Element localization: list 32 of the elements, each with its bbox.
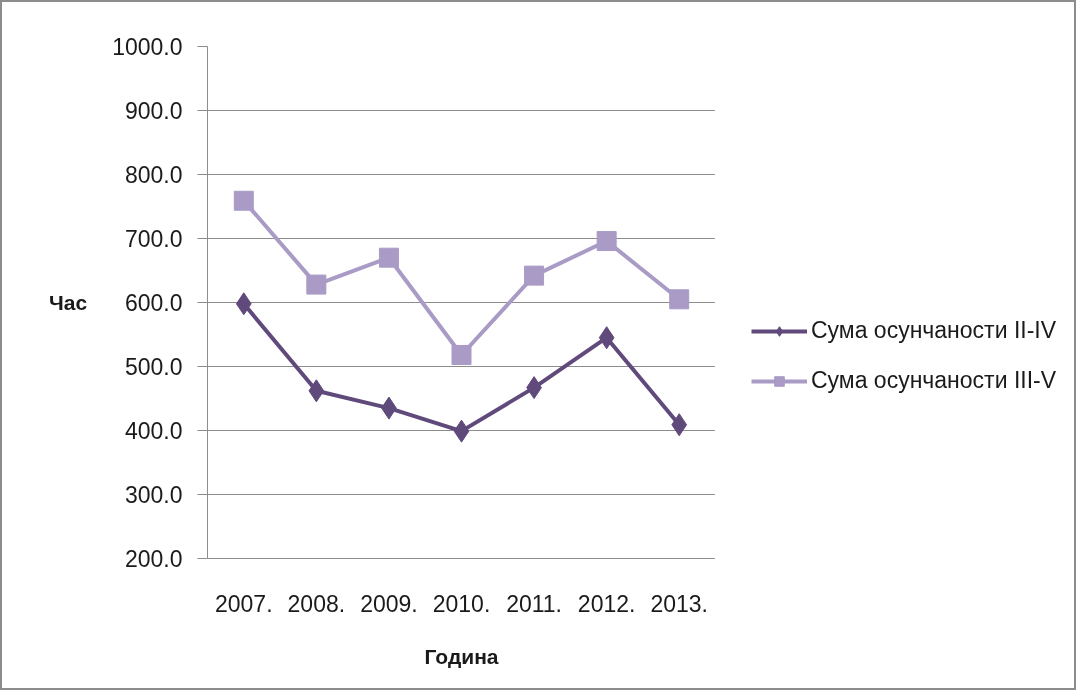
x-tick-label: 2012.	[577, 590, 636, 617]
x-tick-label: 2010.	[432, 590, 491, 617]
point	[451, 344, 472, 365]
point	[598, 326, 615, 350]
point	[308, 379, 325, 403]
y-tick-label: 900.0	[124, 98, 183, 124]
x-tick-label: 2008.	[287, 590, 346, 617]
point	[306, 274, 327, 295]
point	[669, 289, 690, 310]
x-axis-title: Година	[424, 644, 499, 668]
x-tick-label: 2007.	[215, 590, 273, 617]
x-tick-label: 2011.	[506, 590, 563, 617]
x-tick-label: 2013.	[650, 590, 708, 617]
point	[671, 413, 688, 437]
y-tick-label: 300.0	[124, 482, 183, 508]
y-tick-label: 600.0	[124, 290, 183, 316]
y-tick-label: 500.0	[124, 354, 183, 380]
point	[235, 292, 252, 316]
y-tick-label: 200.0	[124, 546, 183, 572]
y-tick-label: 700.0	[124, 226, 183, 252]
y-tick-label: 1000.0	[112, 34, 183, 60]
point	[596, 231, 617, 252]
point	[524, 265, 545, 286]
x-tick-label: 2009.	[360, 590, 418, 617]
y-axis-title: Час	[49, 291, 88, 314]
point	[378, 247, 399, 268]
point	[453, 419, 470, 443]
legend-label: Сума осунчаности II-IV	[811, 317, 1057, 344]
legend-label: Сума осунчаности III-V	[811, 367, 1057, 394]
y-tick-label: 800.0	[124, 162, 183, 188]
y-tick-label: 400.0	[124, 418, 183, 444]
point	[233, 190, 254, 211]
